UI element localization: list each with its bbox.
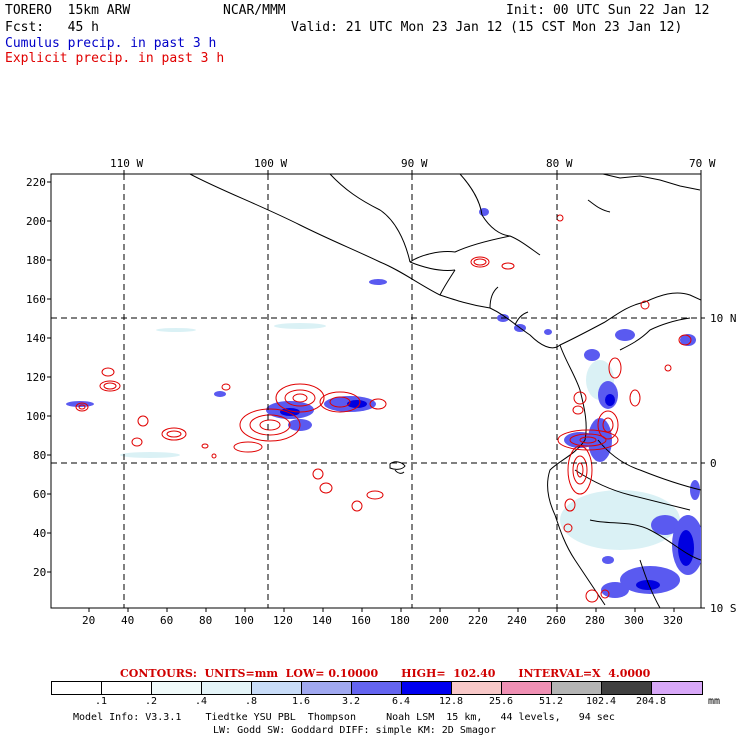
colorbar-level-label: 102.4: [585, 696, 617, 707]
x-tick-label: 320: [663, 614, 683, 627]
lat-label-0: 0: [710, 457, 717, 470]
colorbar-level-label: .1: [94, 696, 108, 707]
colorbar-swatch: [52, 682, 102, 694]
colorbar-swatch: [302, 682, 352, 694]
colorbar-swatch: [152, 682, 202, 694]
y-tick-label: 100: [26, 410, 46, 423]
lon-label-90w: 90 W: [401, 157, 428, 170]
x-tick-label: 180: [390, 614, 410, 627]
y-tick-label: 200: [26, 215, 46, 228]
top-ticks: [123, 170, 702, 174]
lon-label-100w: 100 W: [254, 157, 288, 170]
bottom-ticks: [88, 608, 675, 612]
colorbar-swatch: [352, 682, 402, 694]
x-tick-label: 220: [468, 614, 488, 627]
colorbar-level-label: .8: [244, 696, 258, 707]
graticule: [51, 174, 701, 608]
x-tick-label: 20: [82, 614, 96, 627]
model-name: TORERO 15km ARW: [5, 3, 131, 18]
colorbar: [51, 681, 703, 695]
x-tick-label: 60: [160, 614, 174, 627]
x-tick-label: 260: [546, 614, 566, 627]
y-tick-label: 180: [26, 254, 46, 267]
left-ticks: [47, 181, 51, 573]
colorbar-level-label: .2: [144, 696, 158, 707]
lon-label-80w: 80 W: [546, 157, 573, 170]
colorbar-unit: mm: [708, 696, 721, 707]
colorbar-level-label: 12.8: [438, 696, 464, 707]
colorbar-level-label: 51.2: [538, 696, 564, 707]
colorbar-swatch: [552, 682, 602, 694]
lat-label-10n: 10 N: [710, 312, 737, 325]
contour-caption: CONTOURS: UNITS=mm LOW= 0.10000 HIGH= 10…: [120, 667, 651, 680]
colorbar-level-label: .4: [194, 696, 208, 707]
colorbar-level-label: 204.8: [635, 696, 667, 707]
y-tick-label: 40: [33, 527, 47, 540]
model-info: Model Info: V3.3.1 Tiedtke YSU PBL Thomp…: [73, 712, 615, 723]
explicit-precip-contours: [75, 214, 692, 603]
right-ticks: [701, 317, 705, 609]
colorbar-swatch: [102, 682, 152, 694]
x-tick-label: 240: [507, 614, 527, 627]
valid-time: Valid: 21 UTC Mon 23 Jan 12 (15 CST Mon …: [291, 20, 683, 35]
model-physics: LW: Godd SW: Goddard DIFF: simple KM: 2D…: [213, 725, 496, 736]
colorbar-swatch: [252, 682, 302, 694]
y-tick-label: 140: [26, 332, 46, 345]
lat-label-10s: 10 S: [710, 602, 737, 615]
colorbar-swatch: [502, 682, 552, 694]
y-tick-label: 160: [26, 293, 46, 306]
y-tick-label: 220: [26, 176, 46, 189]
coastlines: [189, 174, 701, 608]
colorbar-swatch: [402, 682, 452, 694]
x-tick-label: 300: [624, 614, 644, 627]
x-tick-label: 160: [351, 614, 371, 627]
colorbar-swatch: [452, 682, 502, 694]
center-name: NCAR/MMM: [223, 3, 286, 18]
y-tick-label: 20: [33, 566, 47, 579]
y-tick-label: 80: [33, 449, 47, 462]
y-tick-label: 120: [26, 371, 46, 384]
cumulus-precip-heavy: [280, 394, 694, 590]
light-precip-areas: [120, 323, 680, 550]
init-time: Init: 00 UTC Sun 22 Jan 12: [506, 3, 710, 18]
lon-label-110w: 110 W: [110, 157, 144, 170]
x-tick-label: 100: [234, 614, 254, 627]
y-tick-label: 60: [33, 488, 47, 501]
lon-label-70w: 70 W: [689, 157, 716, 170]
colorbar-level-label: 1.6: [291, 696, 311, 707]
forecast-hour: Fcst: 45 h: [5, 20, 99, 35]
cumulus-field-label: Cumulus precip. in past 3 h: [5, 36, 217, 51]
explicit-field-label: Explicit precip. in past 3 h: [5, 51, 225, 66]
colorbar-level-label: 25.6: [488, 696, 514, 707]
colorbar-level-label: 6.4: [391, 696, 411, 707]
colorbar-swatch: [602, 682, 652, 694]
colorbar-level-label: 3.2: [341, 696, 361, 707]
x-tick-label: 80: [199, 614, 213, 627]
x-tick-label: 200: [429, 614, 449, 627]
x-tick-label: 120: [273, 614, 293, 627]
x-tick-label: 40: [121, 614, 135, 627]
x-tick-label: 140: [312, 614, 332, 627]
colorbar-swatch: [202, 682, 252, 694]
colorbar-swatch: [652, 682, 702, 694]
x-tick-label: 280: [585, 614, 605, 627]
